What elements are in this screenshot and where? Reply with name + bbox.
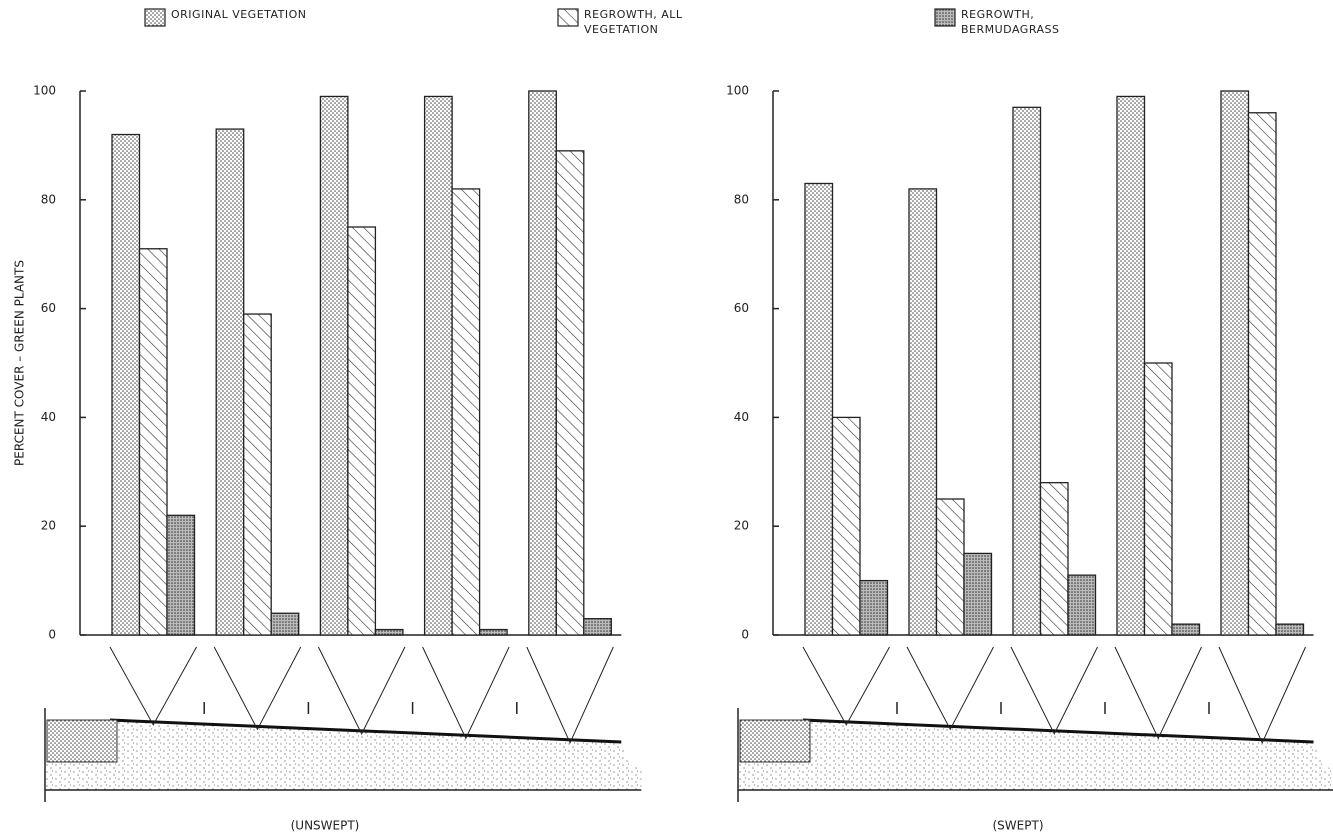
y-tick-label: 0 — [741, 628, 749, 642]
legend-swatch — [145, 9, 165, 26]
y-tick-label: 100 — [726, 84, 749, 98]
bar — [112, 135, 140, 635]
y-tick-label: 40 — [41, 410, 56, 424]
bar — [480, 630, 508, 635]
y-tick-label: 60 — [41, 301, 56, 315]
bar — [556, 151, 584, 635]
legend-label: REGROWTH, BERMUDAGRASS — [961, 7, 1111, 37]
bar — [860, 581, 888, 635]
bar — [1041, 483, 1069, 635]
sample-marker — [1219, 647, 1306, 743]
sample-marker — [1011, 647, 1098, 734]
bar — [140, 249, 168, 635]
rubble — [47, 720, 117, 762]
bar — [244, 314, 272, 635]
rubble — [740, 720, 810, 762]
page: 0 20 40 60 80 100 PERCENT COVER – GREEN PLANTS… — [0, 0, 1333, 836]
sample-marker — [318, 647, 405, 734]
bar — [937, 499, 965, 635]
bar — [805, 183, 833, 635]
y-tick-label: 60 — [734, 301, 749, 315]
bar — [216, 129, 244, 635]
sample-marker — [907, 647, 994, 729]
bar — [909, 189, 937, 635]
bar — [320, 96, 348, 635]
bar — [1068, 575, 1096, 635]
bar — [1013, 107, 1041, 635]
legend-swatch — [935, 9, 955, 26]
sample-marker — [527, 647, 614, 743]
y-tick-label: 80 — [734, 192, 749, 206]
bar — [1117, 96, 1145, 635]
bar — [964, 553, 992, 635]
bar — [833, 417, 861, 635]
y-tick-label: 20 — [734, 519, 749, 533]
y-axis-label: PERCENT COVER – GREEN PLANTS — [13, 260, 27, 466]
y-tick-label: 0 — [48, 628, 56, 642]
legend-label: REGROWTH, ALL VEGETATION — [584, 7, 734, 37]
legend-swatch — [558, 9, 578, 26]
caption: (UNSWEPT) — [291, 819, 360, 833]
chart: 0 20 40 60 80 100 PERCENT COVER – GREEN PLANTS… — [0, 0, 1333, 836]
bar — [1276, 624, 1304, 635]
sample-marker — [1115, 647, 1202, 738]
bar — [167, 515, 195, 635]
bar — [1249, 113, 1277, 635]
legend-label: ORIGINAL VEGETATION — [171, 7, 321, 22]
sample-marker — [423, 647, 510, 738]
y-tick-label: 80 — [41, 192, 56, 206]
caption: (SWEPT) — [993, 819, 1044, 833]
bar — [529, 91, 557, 635]
sample-marker — [110, 647, 197, 725]
bar — [1221, 91, 1249, 635]
y-tick-label: 40 — [734, 410, 749, 424]
bar — [425, 96, 453, 635]
bar — [1145, 363, 1173, 635]
sample-marker — [214, 647, 301, 729]
y-tick-label: 20 — [41, 519, 56, 533]
sample-marker — [803, 647, 890, 725]
y-tick-label: 100 — [33, 84, 56, 98]
bar — [271, 613, 299, 635]
bar — [348, 227, 376, 635]
bar — [452, 189, 480, 635]
bar — [1172, 624, 1200, 635]
bar — [375, 630, 403, 635]
bar — [584, 619, 612, 635]
